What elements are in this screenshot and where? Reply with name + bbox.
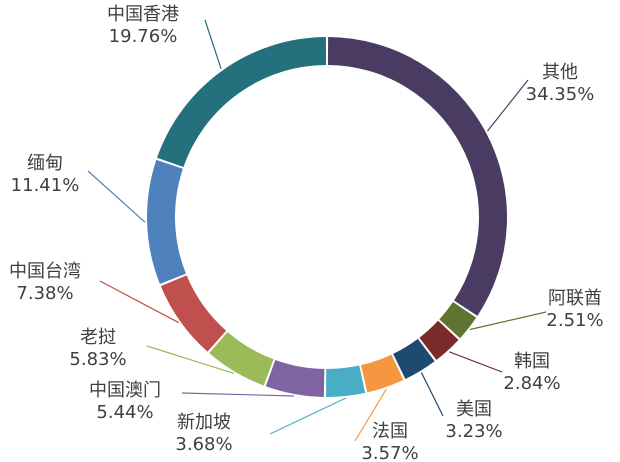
slice-label-percent: 7.38% <box>16 283 73 304</box>
slice-label-name: 美国 <box>456 399 492 420</box>
slice-label-percent: 3.68% <box>175 434 232 455</box>
slice-6 <box>265 359 325 397</box>
slice-label-name: 缅甸 <box>27 153 63 174</box>
slice-label-percent: 2.84% <box>503 373 560 394</box>
leader-line-6 <box>181 392 295 397</box>
slice-label-percent: 5.44% <box>96 402 153 423</box>
slice-label-percent: 3.23% <box>445 421 502 442</box>
donut-slices <box>147 37 508 397</box>
leader-line-9 <box>87 170 146 223</box>
slice-label-10: 中国香港 19.76% <box>107 4 179 47</box>
slice-0 <box>327 37 508 316</box>
leader-line-2 <box>449 351 503 373</box>
slice-label-2: 韩国 2.84% <box>503 351 560 394</box>
leader-line-7 <box>146 345 235 375</box>
slice-label-7: 老挝 5.83% <box>69 327 126 370</box>
leader-line-3 <box>420 372 444 417</box>
slice-label-percent: 11.41% <box>11 175 80 196</box>
leader-line-0 <box>486 79 529 132</box>
leader-line-4 <box>354 388 387 442</box>
slice-label-8: 中国台湾 7.38% <box>9 261 81 304</box>
slice-9 <box>147 159 186 285</box>
slice-label-6: 中国澳门 5.44% <box>89 380 161 423</box>
slice-label-percent: 3.57% <box>361 443 418 462</box>
slice-label-name: 中国香港 <box>107 4 179 25</box>
slice-5 <box>326 365 366 397</box>
slice-label-percent: 2.51% <box>546 310 603 331</box>
leader-line-1 <box>469 311 547 331</box>
slice-label-1: 阿联酋 2.51% <box>546 288 603 331</box>
slice-8 <box>160 275 227 352</box>
slice-label-name: 中国台湾 <box>9 261 81 282</box>
slice-label-name: 阿联酋 <box>548 288 602 309</box>
slice-label-name: 新加坡 <box>177 412 231 433</box>
slice-label-percent: 19.76% <box>109 26 178 47</box>
slice-label-percent: 5.83% <box>69 349 126 370</box>
slice-7 <box>209 331 274 386</box>
slice-label-3: 美国 3.23% <box>445 399 502 442</box>
slice-4 <box>361 354 404 393</box>
slice-label-name: 中国澳门 <box>89 380 161 401</box>
leader-line-10 <box>204 19 222 70</box>
slice-label-5: 新加坡 3.68% <box>175 412 232 455</box>
slice-label-percent: 34.35% <box>526 84 595 105</box>
slice-2 <box>419 320 459 360</box>
slice-3 <box>393 338 435 380</box>
slice-label-name: 法国 <box>372 421 408 442</box>
slice-1 <box>439 302 477 339</box>
slice-label-9: 缅甸 11.41% <box>11 153 80 196</box>
leader-lines <box>87 19 547 442</box>
leader-line-8 <box>99 280 180 324</box>
slice-10 <box>157 37 327 167</box>
leader-line-5 <box>269 397 347 435</box>
slice-label-name: 老挝 <box>80 327 116 348</box>
slice-label-name: 其他 <box>542 62 578 83</box>
slice-labels: 其他 34.35%阿联酋 2.51%韩国 2.84%美国 3.23%法国 3.57%新加坡… <box>9 4 604 462</box>
slice-label-0: 其他 34.35% <box>526 62 595 105</box>
slice-label-4: 法国 3.57% <box>361 421 418 462</box>
slice-label-name: 韩国 <box>514 351 550 372</box>
